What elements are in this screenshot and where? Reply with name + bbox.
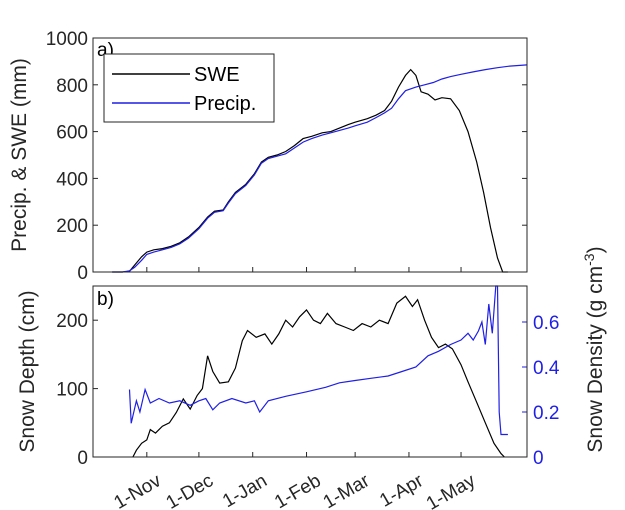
panel-a-y-axis-label: Precip. & SWE (mm)	[8, 58, 31, 252]
y2-tick-label: 0.6	[533, 313, 559, 334]
y-tick-label: 0	[77, 448, 88, 469]
x-tick-label: 1-Apr	[376, 470, 427, 510]
series-line-precip	[112, 64, 528, 273]
legend-label-swe: SWE	[194, 64, 240, 86]
y-tick-label: 600	[56, 123, 88, 144]
x-tick-label: 1-Mar	[320, 470, 374, 510]
panel-b-label: b)	[97, 289, 114, 310]
y-tick-label: 800	[56, 76, 88, 97]
panel-b-right-y-axis-label: Snow Density (g cm-3)	[581, 246, 607, 452]
y-tick-label: 200	[56, 216, 88, 237]
y-tick-label: 200	[56, 311, 88, 332]
x-tick-label: 1-May	[423, 470, 480, 510]
panel-a-legend: SWE Precip.	[103, 53, 275, 123]
panel-a-y-ticks: 0 200 400 600 800 1000	[46, 29, 527, 284]
series-line-snow-depth	[132, 295, 505, 458]
y2-tick-label: 0	[533, 448, 544, 469]
y2label-close: )	[584, 246, 607, 253]
y2-tick-label: 0.2	[533, 403, 559, 424]
legend-label-precip: Precip.	[194, 93, 256, 115]
y-tick-label: 0	[77, 263, 88, 284]
y2label-main: Snow Density (g cm	[584, 266, 607, 453]
panel-a-frame	[92, 37, 528, 273]
series-line-swe	[112, 68, 508, 273]
x-tick-label: 1-Nov	[111, 470, 166, 510]
y-tick-label: 400	[56, 169, 88, 190]
panel-b-plot-area	[128, 285, 508, 458]
x-tick-label: 1-Feb	[271, 470, 324, 510]
panel-b-left-y-ticks: 0 100 200	[56, 311, 98, 469]
panel-a-plot-area	[112, 64, 528, 273]
series-line-snow-density	[128, 285, 508, 436]
panel-b-frame	[92, 285, 528, 458]
x-tick-label: 1-Jan	[219, 470, 271, 510]
panel-b-right-y-ticks: 0 0.2 0.4 0.6	[522, 313, 560, 469]
y2label-exponent: -3	[581, 253, 597, 266]
y-tick-label: 1000	[46, 29, 88, 50]
y2-tick-label: 0.4	[533, 358, 560, 379]
x-tick-label: 1-Dec	[163, 470, 217, 510]
legend-box	[103, 53, 275, 123]
panel-b-y-axis-label: Snow Depth (cm)	[16, 290, 39, 452]
y-tick-label: 100	[56, 380, 88, 401]
